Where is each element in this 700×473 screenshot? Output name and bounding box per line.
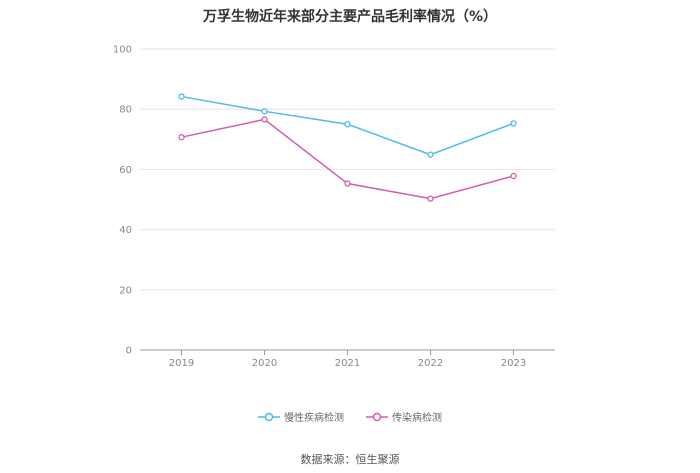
data-point-1 [178, 134, 185, 141]
data-point-1 [427, 195, 434, 202]
legend-label-chronic: 慢性疾病检测 [284, 413, 344, 424]
data-point-0 [261, 108, 268, 115]
x-tick-label: 2020 [252, 358, 277, 369]
legend-label-infectious: 传染病检测 [392, 413, 442, 424]
data-point-0 [510, 120, 517, 127]
y-tick-label: 0 [126, 346, 132, 357]
x-tick-label: 2019 [169, 358, 194, 369]
legend-marker-chronic [258, 412, 280, 421]
y-tick-label: 80 [119, 105, 132, 116]
x-tick-label: 2022 [418, 358, 443, 369]
x-tick-label: 2021 [335, 358, 360, 369]
data-point-1 [344, 180, 351, 187]
data-point-1 [261, 116, 268, 123]
data-point-1 [510, 172, 517, 180]
source-note: 数据来源：恒生聚源 [300, 453, 400, 466]
legend: 慢性疾病检测 传染病检测 [0, 409, 700, 424]
legend-marker-infectious [366, 412, 388, 421]
legend-item-infectious[interactable]: 传染病检测 [366, 409, 442, 424]
data-point-0 [427, 151, 434, 158]
data-point-0 [178, 93, 185, 100]
y-tick-label: 100 [113, 45, 132, 56]
y-tick-label: 40 [119, 225, 132, 236]
series-line-1 [181, 118, 514, 200]
y-tick-label: 60 [119, 165, 132, 176]
x-tick-label: 2023 [501, 358, 526, 369]
legend-item-chronic[interactable]: 慢性疾病检测 [258, 409, 344, 424]
data-point-0 [344, 121, 351, 128]
y-tick-label: 20 [119, 285, 132, 296]
chart-title: 万孚生物近年来部分主要产品毛利率情况（%） [202, 9, 498, 25]
